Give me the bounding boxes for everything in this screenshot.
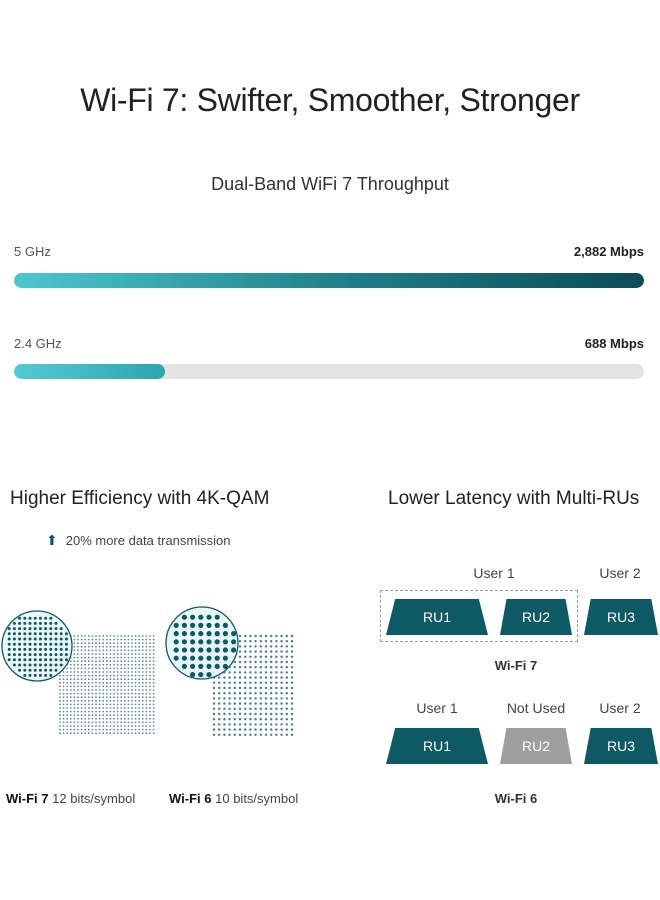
throughput-bar-5ghz bbox=[14, 273, 644, 288]
band-value-24ghz: 688 Mbps bbox=[584, 336, 644, 351]
wifi7-ru-label: Wi-Fi 7 bbox=[494, 658, 538, 673]
efficiency-title: Higher Efficiency with 4K-QAM bbox=[10, 488, 270, 509]
wifi6-constellation bbox=[165, 606, 294, 736]
qam-constellation-diagrams bbox=[1, 606, 294, 736]
wifi6-user1-label: User 1 bbox=[416, 700, 458, 716]
efficiency-note: ⬆ 20% more data transmission bbox=[46, 532, 230, 549]
arrow-up-icon: ⬆ bbox=[46, 532, 58, 548]
wifi7-qam-caption: Wi-Fi 7 12 bits/symbol bbox=[6, 791, 136, 806]
throughput-bar-24ghz bbox=[14, 364, 644, 379]
throughput-title: Dual-Band WiFi 7 Throughput bbox=[211, 174, 449, 194]
band-label-5ghz: 5 GHz bbox=[14, 244, 51, 259]
wifi6-ru2-unused: RU2 bbox=[500, 728, 572, 764]
wifi7-ru1: RU1 bbox=[386, 599, 488, 635]
wifi7-user1-group bbox=[380, 590, 578, 642]
wifi7-user2-label: User 2 bbox=[599, 565, 641, 581]
wifi7-user1-label: User 1 bbox=[473, 565, 515, 581]
wifi7-ru2: RU2 bbox=[500, 599, 572, 635]
wifi7-ru3: RU3 bbox=[584, 599, 658, 635]
wifi7-constellation bbox=[1, 610, 155, 735]
band-label-24ghz: 2.4 GHz bbox=[14, 336, 62, 351]
wifi6-ru3: RU3 bbox=[584, 728, 658, 764]
page-title: Wi-Fi 7: Swifter, Smoother, Stronger bbox=[80, 82, 580, 118]
wifi6-not-used-label: Not Used bbox=[506, 700, 566, 716]
band-value-5ghz: 2,882 Mbps bbox=[573, 244, 644, 259]
throughput-fill-5ghz bbox=[14, 273, 644, 288]
efficiency-note-text: 20% more data transmission bbox=[65, 533, 231, 548]
wifi6-qam-caption: Wi-Fi 6 10 bits/symbol bbox=[169, 791, 299, 806]
wifi6-ru1: RU1 bbox=[386, 728, 488, 764]
latency-title: Lower Latency with Multi-RUs bbox=[388, 488, 640, 509]
wifi6-ru-label: Wi-Fi 6 bbox=[494, 791, 538, 806]
throughput-fill-24ghz bbox=[14, 364, 166, 379]
wifi6-user2-label: User 2 bbox=[599, 700, 641, 716]
